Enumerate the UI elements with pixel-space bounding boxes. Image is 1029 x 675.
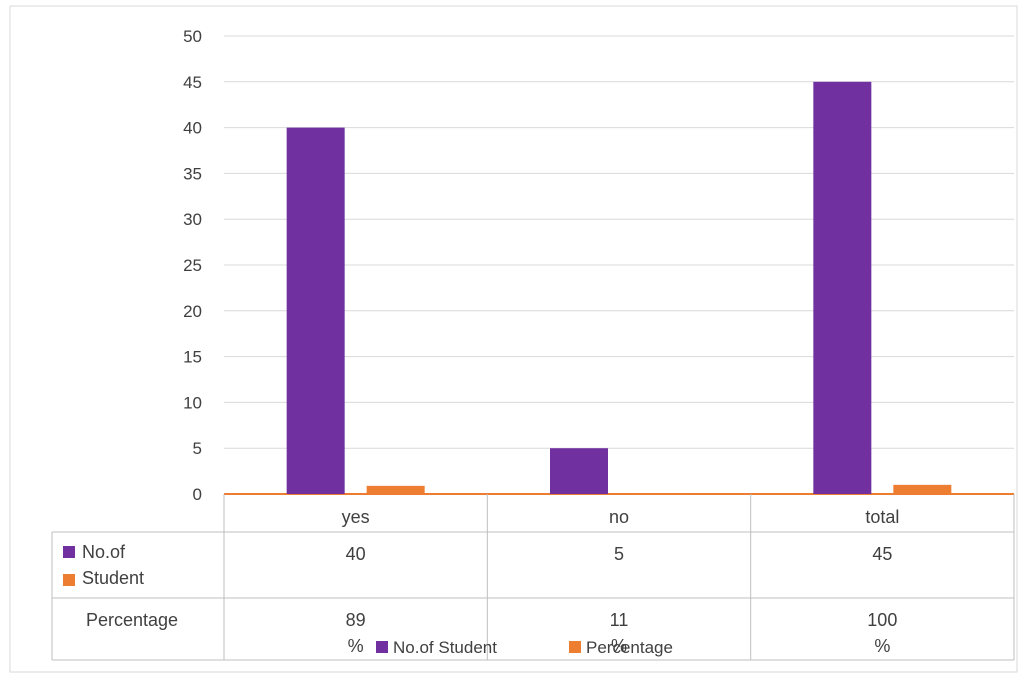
y-tick-label: 10 [183, 393, 202, 412]
table-cell: 5 [614, 544, 624, 564]
y-tick-label: 15 [183, 348, 202, 367]
category-label: total [865, 507, 899, 527]
y-axis: 0 5 10 15 20 25 30 35 40 45 50 [183, 27, 202, 504]
y-tick-label: 40 [183, 119, 202, 138]
y-tick-label: 20 [183, 302, 202, 321]
legend-key-no-of-student [63, 546, 75, 558]
legend-label-percentage: Percentage [586, 638, 673, 657]
legend-swatch-no-of-student [376, 641, 388, 653]
table-cell: 100% [867, 610, 897, 656]
row-label-percentage: Percentage [86, 610, 178, 630]
y-tick-label: 35 [183, 164, 202, 183]
table-cell: 89% [346, 610, 366, 656]
y-tick-label: 30 [183, 210, 202, 229]
bar-percentage [893, 484, 952, 494]
bars [286, 81, 952, 495]
y-tick-label: 0 [193, 485, 202, 504]
y-tick-label: 5 [193, 439, 202, 458]
legend-label-no-of-student: No.of Student [393, 638, 497, 657]
row-label-no-of-student: No.of Student [82, 542, 144, 588]
category-label: no [609, 507, 629, 527]
data-table: yes no total No.of Student Percentage 40 5 45 89%… [51, 494, 1015, 661]
y-tick-label: 45 [183, 73, 202, 92]
y-tick-label: 50 [183, 27, 202, 46]
legend-swatch-percentage [569, 641, 581, 653]
y-tick-label: 25 [183, 256, 202, 275]
bar-percentage [366, 485, 425, 494]
table-cell: 45 [872, 544, 892, 564]
bar-no-of-student [286, 127, 345, 494]
legend-key-percentage [63, 574, 75, 586]
bar-no-of-student [550, 448, 608, 494]
chart-frame [9, 5, 1018, 673]
table-cell: 40 [346, 544, 366, 564]
legend: No.of Student Percentage [376, 638, 673, 657]
category-label: yes [342, 507, 370, 527]
gridlines [224, 35, 1014, 495]
bar-percentage [630, 492, 688, 494]
bar-no-of-student [813, 81, 872, 495]
table-cell: 11% [610, 610, 629, 656]
